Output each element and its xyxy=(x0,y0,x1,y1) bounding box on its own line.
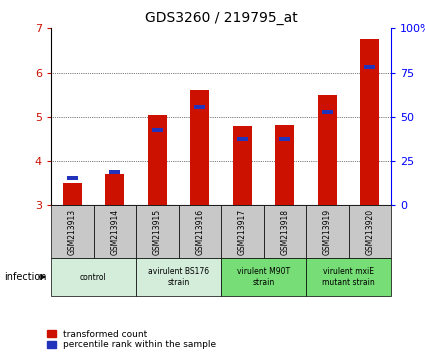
Bar xyxy=(360,39,379,205)
Title: GDS3260 / 219795_at: GDS3260 / 219795_at xyxy=(144,11,298,24)
Bar xyxy=(194,105,205,109)
Text: GSM213916: GSM213916 xyxy=(195,209,204,255)
Text: GSM213914: GSM213914 xyxy=(110,209,119,255)
Bar xyxy=(232,126,252,205)
Text: virulent M90T
strain: virulent M90T strain xyxy=(237,267,290,287)
Text: GSM213915: GSM213915 xyxy=(153,209,162,255)
Text: infection: infection xyxy=(4,272,47,282)
Bar xyxy=(275,125,294,205)
Text: GSM213913: GSM213913 xyxy=(68,209,77,255)
Bar xyxy=(148,115,167,205)
Bar xyxy=(66,176,78,180)
Text: control: control xyxy=(80,273,107,281)
Bar xyxy=(321,110,333,114)
Text: virulent mxiE
mutant strain: virulent mxiE mutant strain xyxy=(322,267,375,287)
Text: GSM213918: GSM213918 xyxy=(280,209,289,255)
Bar xyxy=(364,65,375,69)
Bar xyxy=(105,175,124,205)
Bar xyxy=(63,183,82,205)
Bar xyxy=(317,95,337,205)
Text: avirulent BS176
strain: avirulent BS176 strain xyxy=(148,267,209,287)
Bar xyxy=(279,137,290,141)
Bar xyxy=(236,137,248,141)
Bar xyxy=(151,128,163,132)
Text: GSM213917: GSM213917 xyxy=(238,209,247,255)
Legend: transformed count, percentile rank within the sample: transformed count, percentile rank withi… xyxy=(47,330,216,349)
Text: GSM213920: GSM213920 xyxy=(365,209,374,255)
Bar xyxy=(109,170,120,174)
Bar xyxy=(190,90,209,205)
Text: GSM213919: GSM213919 xyxy=(323,209,332,255)
